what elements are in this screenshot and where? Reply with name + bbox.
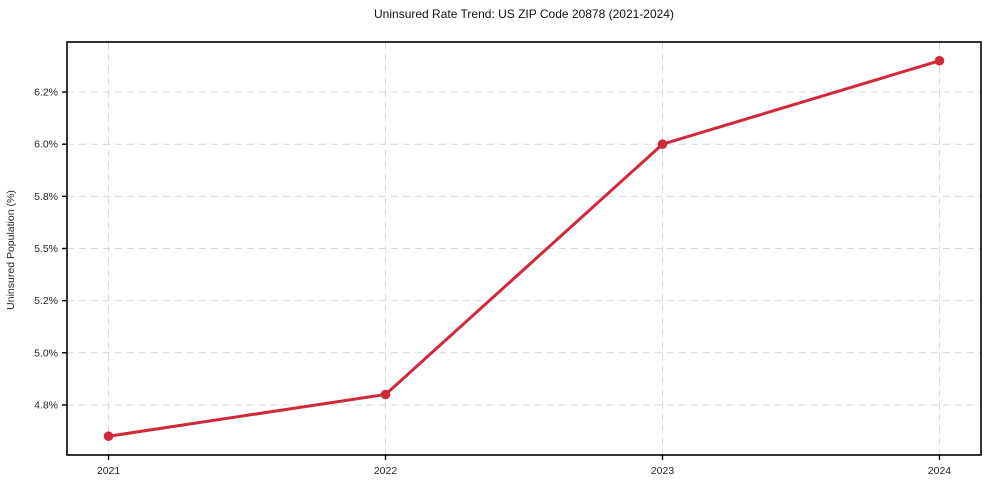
data-point-marker [934, 55, 945, 66]
x-tick-label: 2023 [651, 465, 675, 477]
data-point-marker [380, 389, 391, 400]
y-tick-label: 4.8% [34, 399, 58, 411]
y-tick-label: 5.8% [34, 191, 58, 203]
x-tick-label: 2024 [928, 465, 952, 477]
data-point-marker [657, 139, 668, 150]
y-tick-label: 5.0% [34, 347, 58, 359]
x-tick-label: 2022 [374, 465, 398, 477]
data-point-marker [103, 431, 114, 442]
y-tick-label: 5.5% [34, 243, 58, 255]
y-tick-label: 6.2% [34, 87, 58, 99]
y-tick-label: 6.0% [34, 139, 58, 151]
chart-title: Uninsured Rate Trend: US ZIP Code 20878 … [374, 7, 674, 21]
y-tick-label: 5.2% [34, 295, 58, 307]
x-tick-label: 2021 [97, 465, 121, 477]
trend-line [107, 59, 941, 438]
